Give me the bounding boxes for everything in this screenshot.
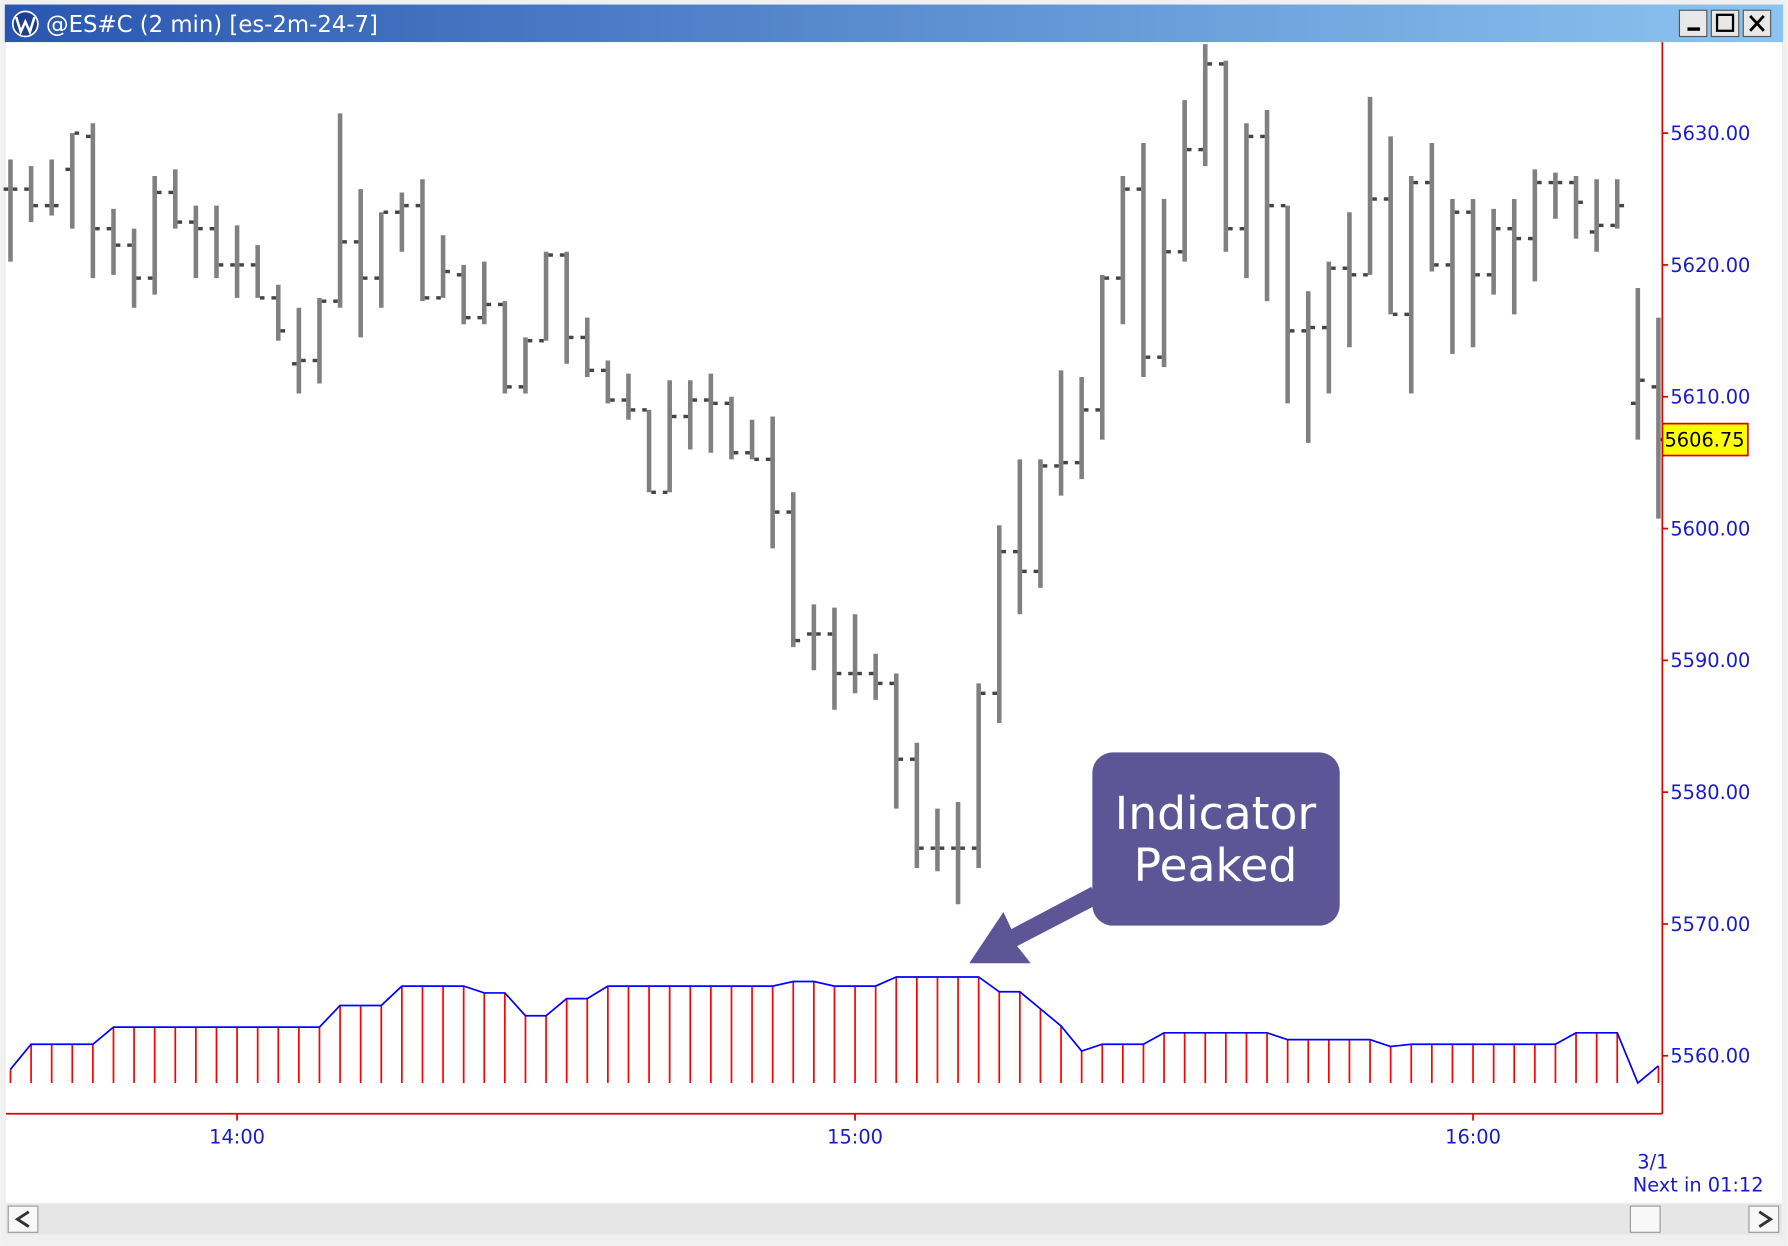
indicator-line: [9, 976, 1659, 1085]
scroll-left-glyph: [14, 1210, 30, 1228]
minimize-glyph: [1687, 27, 1700, 31]
date-label: 3/1: [1637, 1150, 1668, 1173]
annotation-text: Peaked: [1134, 839, 1298, 892]
annotation: Indicator Peaked: [969, 752, 1340, 964]
y-tick-label: 5590.00: [1670, 649, 1750, 672]
window-controls[interactable]: [1678, 9, 1772, 38]
annotation-box: [1092, 752, 1340, 926]
last-price-box: [1661, 422, 1749, 457]
scroll-thumb[interactable]: [1629, 1205, 1661, 1233]
maximize-glyph: [1715, 13, 1735, 32]
scroll-track[interactable]: [5, 1203, 1783, 1235]
scrollbar[interactable]: [5, 1203, 1783, 1235]
plot: 5560.00 5570.00 5580.00 5590.00 5600.00 5610.…: [3, 44, 1750, 1148]
y-tick-label: 5620.00: [1670, 254, 1750, 277]
y-tick-label: 5580.00: [1670, 781, 1750, 804]
y-tick-label: 5600.00: [1670, 517, 1750, 540]
chart-area: [5, 42, 1783, 1203]
scroll-right[interactable]: [1748, 1205, 1780, 1233]
x-tick-label: 14:00: [209, 1125, 265, 1148]
x-tick-label: 15:00: [827, 1125, 883, 1148]
close-glyph: [1749, 14, 1765, 32]
annotation-arrow: [969, 886, 1101, 964]
window-title: @ES#C (2 min) [es-2m-24-7]: [46, 12, 378, 38]
minimize-button[interactable]: [1678, 9, 1708, 38]
y-tick-label: 5570.00: [1670, 913, 1750, 936]
scroll-left[interactable]: [7, 1205, 39, 1233]
app-icon-glyph: [15, 16, 36, 36]
y-tick-label: 5610.00: [1670, 386, 1750, 409]
y-tick-label: 5630.00: [1670, 122, 1750, 145]
countdown: Next in 01:12: [1633, 1173, 1764, 1196]
y-tick-label: 5560.00: [1670, 1045, 1750, 1068]
annotation-text: Indicator: [1115, 787, 1317, 840]
scroll-right-glyph: [1758, 1210, 1774, 1228]
x-tick-label: 16:00: [1445, 1125, 1501, 1148]
last-price-label: 5606.75: [1664, 428, 1744, 451]
title-bar: [4, 4, 1784, 43]
